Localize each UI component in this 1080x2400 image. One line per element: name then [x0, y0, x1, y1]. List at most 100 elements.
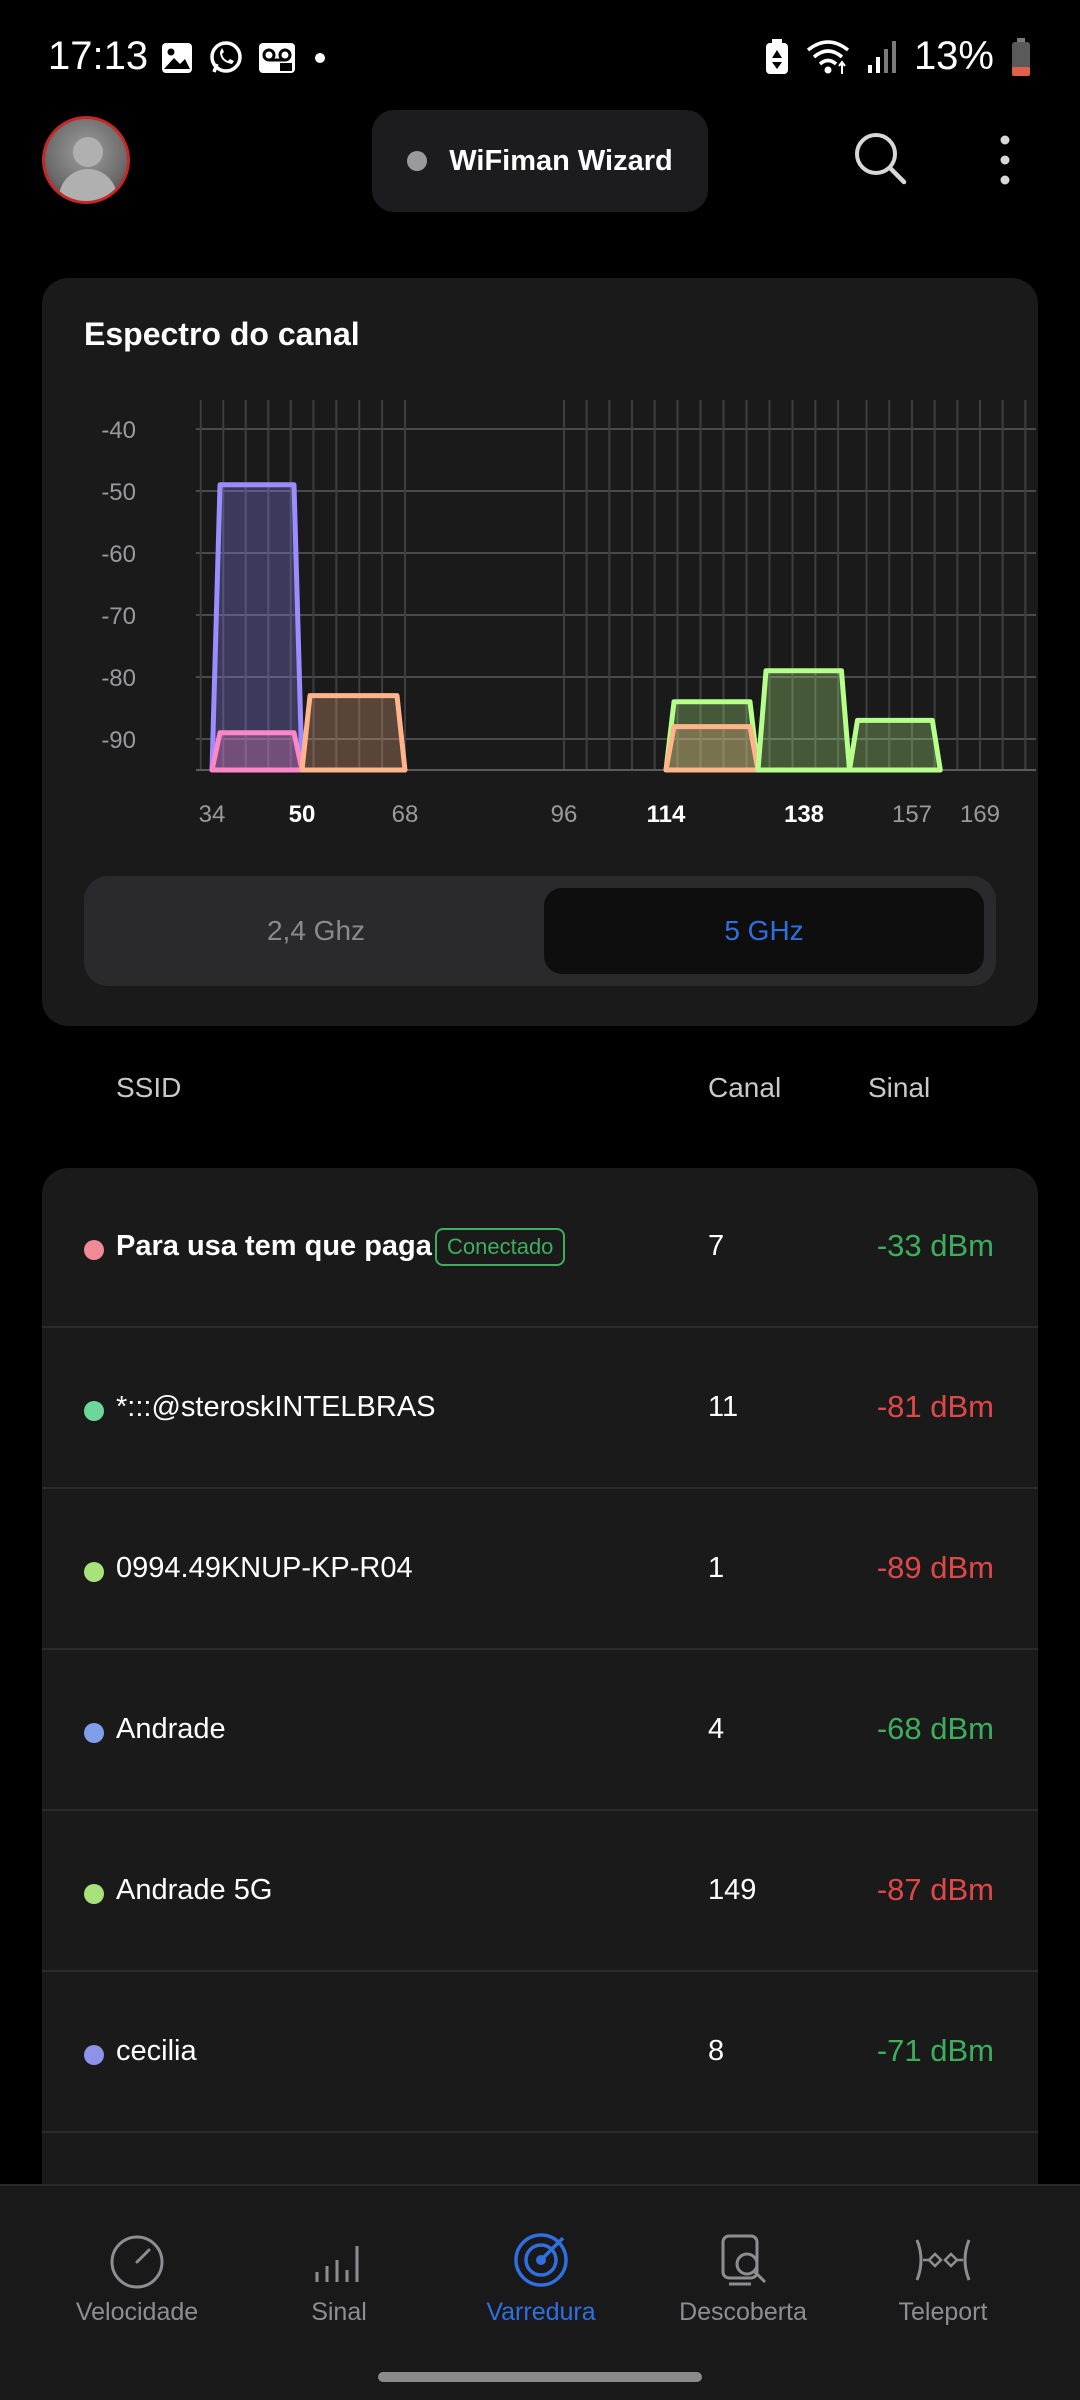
radar-icon	[514, 2233, 568, 2287]
network-ssid: Andrade	[116, 1713, 226, 1745]
spectrum-signal-shape	[209, 482, 305, 773]
network-channel: 4	[708, 1713, 725, 1745]
network-signal: -68 dBm	[876, 1711, 994, 1746]
network-row[interactable]: Andrade 4 -68 dBm	[42, 1651, 1038, 1811]
network-color-dot	[84, 1884, 104, 1904]
channel-column-header[interactable]: Canal	[708, 1072, 782, 1103]
dot-icon	[315, 53, 325, 63]
connected-badge: Conectado	[435, 1228, 566, 1266]
spectrum-chart: -40 -50 -60 -70 -80 -90 34 50 68 96 114 …	[101, 400, 1036, 828]
spectrum-signal-shape	[755, 668, 852, 773]
status-system-icons: 13%	[764, 34, 1032, 79]
network-signal: -89 dBm	[876, 1550, 994, 1585]
spectrum-title: Espectro do canal	[84, 316, 360, 352]
wizard-label: WiFiman Wizard	[449, 144, 673, 177]
nav-label: Teleport	[898, 2298, 988, 2326]
wifiman-wizard-button[interactable]: WiFiman Wizard	[372, 110, 708, 212]
network-ssid: 0994.49KNUP-KP-R04	[116, 1552, 413, 1584]
chart-grid	[196, 400, 1036, 771]
wifi-icon	[806, 39, 850, 74]
x-tick-label: 68	[392, 801, 419, 828]
whatsapp-icon	[210, 41, 242, 73]
x-tick-label: 114	[647, 801, 686, 828]
device-search-icon	[721, 2234, 767, 2286]
wizard-status-dot	[407, 151, 428, 171]
battery-percent: 13%	[913, 34, 994, 78]
battery-saver-icon	[765, 38, 788, 74]
y-tick-label: -50	[101, 479, 136, 506]
network-color-dot	[84, 1562, 104, 1582]
y-axis-labels: -40 -50 -60 -70 -80 -90	[101, 417, 136, 754]
network-row[interactable]: *:::@steroskINTELBRAS 11 -81 dBm	[42, 1329, 1038, 1489]
x-tick-label: 169	[960, 801, 1000, 828]
network-ssid: *:::@steroskINTELBRAS	[116, 1391, 436, 1423]
y-tick-label: -90	[101, 727, 136, 754]
network-color-dot	[84, 1240, 104, 1260]
nav-label: Sinal	[311, 2298, 367, 2326]
x-tick-label: 138	[784, 801, 824, 828]
network-channel: 7	[708, 1230, 725, 1262]
network-color-dot	[84, 2045, 104, 2065]
profile-avatar[interactable]	[42, 116, 130, 204]
network-channel: 11	[708, 1391, 739, 1423]
network-row[interactable]: Andrade 5G 149 -87 dBm	[42, 1812, 1038, 1972]
band-5ghz-option[interactable]: 5 GHz	[544, 888, 984, 974]
nav-tab-sinal[interactable]: Sinal	[239, 2186, 439, 2356]
nav-tab-teleport[interactable]: Teleport	[843, 2186, 1043, 2356]
y-tick-label: -70	[101, 603, 136, 630]
nav-label: Varredura	[486, 2298, 596, 2326]
y-tick-label: -60	[101, 541, 136, 568]
network-ssid: Para usa tem que paga	[116, 1230, 432, 1262]
nav-tab-descoberta[interactable]: Descoberta	[643, 2186, 843, 2356]
nav-label: Descoberta	[679, 2298, 807, 2326]
x-tick-label: 50	[289, 801, 316, 828]
band-24ghz-option[interactable]: 2,4 Ghz	[266, 915, 366, 946]
nav-tab-velocidade[interactable]: Velocidade	[37, 2186, 237, 2356]
signal-column-header[interactable]: Sinal	[868, 1072, 931, 1103]
spectrum-signal-shape	[663, 724, 761, 773]
voicemail-icon	[259, 43, 295, 73]
network-channel: 1	[708, 1552, 725, 1584]
battery-icon	[1012, 37, 1030, 76]
band-toggle: 2,4 Ghz 5 GHz	[84, 876, 996, 986]
home-indicator[interactable]	[378, 2372, 702, 2382]
nav-tab-varredura[interactable]: Varredura	[441, 2186, 641, 2356]
network-row[interactable]: 0994.49KNUP-KP-R04 1 -89 dBm	[42, 1490, 1038, 1650]
network-signal: -33 dBm	[876, 1228, 994, 1263]
network-ssid: Andrade 5G	[116, 1874, 273, 1906]
y-tick-label: -80	[101, 665, 136, 692]
network-ssid: cecilia	[116, 2035, 197, 2067]
bottom-navigation: Velocidade Sinal Varredura Descoberta Te…	[0, 2184, 1080, 2400]
avatar-head	[73, 137, 103, 167]
signal-bars-icon	[315, 2246, 359, 2282]
network-row[interactable]: cecilia 8 -71 dBm	[42, 1973, 1038, 2133]
x-tick-label: 34	[199, 801, 226, 828]
network-color-dot	[84, 1723, 104, 1743]
network-color-dot	[84, 1401, 104, 1421]
more-options-icon[interactable]	[990, 130, 1020, 190]
channel-spectrum-card: Espectro do canal -40 -50 -60 -70 -80 -9…	[42, 278, 1038, 1026]
network-signal: -87 dBm	[876, 1872, 994, 1907]
teleport-icon	[915, 2239, 971, 2281]
search-icon[interactable]	[852, 130, 908, 186]
y-tick-label: -40	[101, 417, 136, 444]
network-row[interactable]: Para usa tem que paga Conectado 7 -33 dB…	[42, 1168, 1038, 1328]
status-notification-icons	[160, 40, 330, 76]
ssid-column-header[interactable]: SSID	[116, 1072, 182, 1103]
network-channel: 149	[708, 1874, 757, 1906]
network-signal: -81 dBm	[876, 1389, 994, 1424]
network-signal: -71 dBm	[876, 2033, 994, 2068]
spectrum-signal-shape	[299, 693, 408, 773]
signal-icon	[867, 40, 896, 73]
image-icon	[162, 43, 192, 73]
status-bar: 17:13 13%	[0, 0, 1080, 120]
nav-label: Velocidade	[75, 2298, 199, 2326]
spectrum-signal-shape	[846, 717, 943, 773]
status-time: 17:13	[48, 34, 149, 78]
network-list: Para usa tem que paga Conectado 7 -33 dB…	[42, 1168, 1038, 2188]
speedometer-icon	[110, 2235, 164, 2289]
x-tick-label: 96	[551, 801, 578, 828]
x-tick-label: 157	[892, 801, 932, 828]
avatar-body	[59, 169, 117, 201]
network-channel: 8	[708, 2035, 725, 2067]
